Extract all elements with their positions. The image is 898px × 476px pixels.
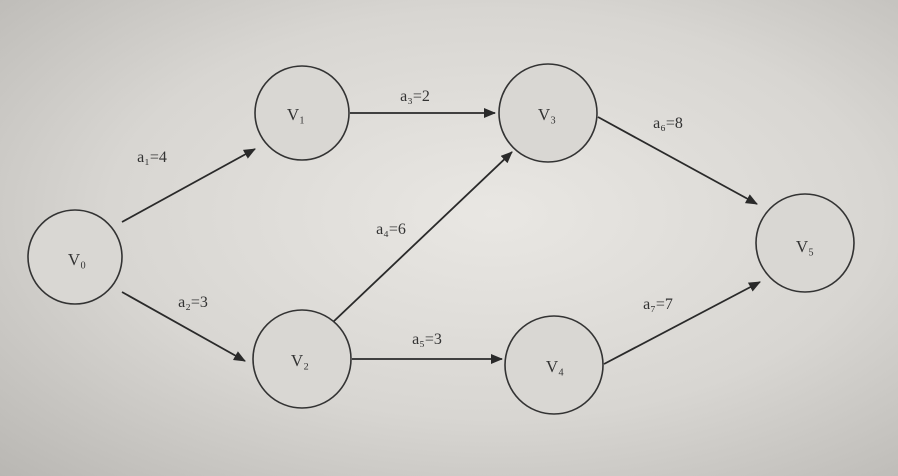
node-v1-circle [254, 65, 350, 161]
node-v2-label: V₂ [291, 351, 309, 370]
node-v5-circle [755, 193, 855, 293]
node-v5: V₅ [755, 193, 855, 293]
node-v2: V₂ [252, 309, 352, 409]
edge-a6 [597, 116, 758, 205]
node-v4-circle [504, 315, 604, 415]
node-v3-circle [498, 63, 598, 163]
node-v5-label: V₅ [796, 237, 814, 256]
node-v3-label: V₃ [538, 105, 556, 124]
node-v0: V₀ [27, 209, 123, 305]
node-v1: V₁ [254, 65, 350, 161]
edge-a1 [121, 148, 256, 223]
node-v4: V₄ [504, 315, 604, 415]
edge-label-a5: a₅=3 [412, 331, 442, 348]
edge-a2 [121, 291, 246, 362]
edge-label-a4: a₄=6 [376, 221, 406, 238]
edge-label-a6: a₆=8 [653, 115, 683, 132]
node-v1-label: V₁ [287, 105, 305, 124]
node-v0-label: V₀ [68, 250, 86, 269]
edge-label-a3: a₃=2 [400, 88, 430, 105]
edge-label-a2: a₂=3 [178, 294, 208, 311]
node-v0-circle [27, 209, 123, 305]
edge-label-a7: a₇=7 [643, 296, 673, 313]
edge-a7 [603, 281, 761, 365]
node-v2-circle [252, 309, 352, 409]
edge-label-a1: a₁=4 [137, 149, 167, 166]
node-v4-label: V₄ [546, 357, 564, 376]
node-v3: V₃ [498, 63, 598, 163]
edge-a4 [331, 151, 513, 324]
